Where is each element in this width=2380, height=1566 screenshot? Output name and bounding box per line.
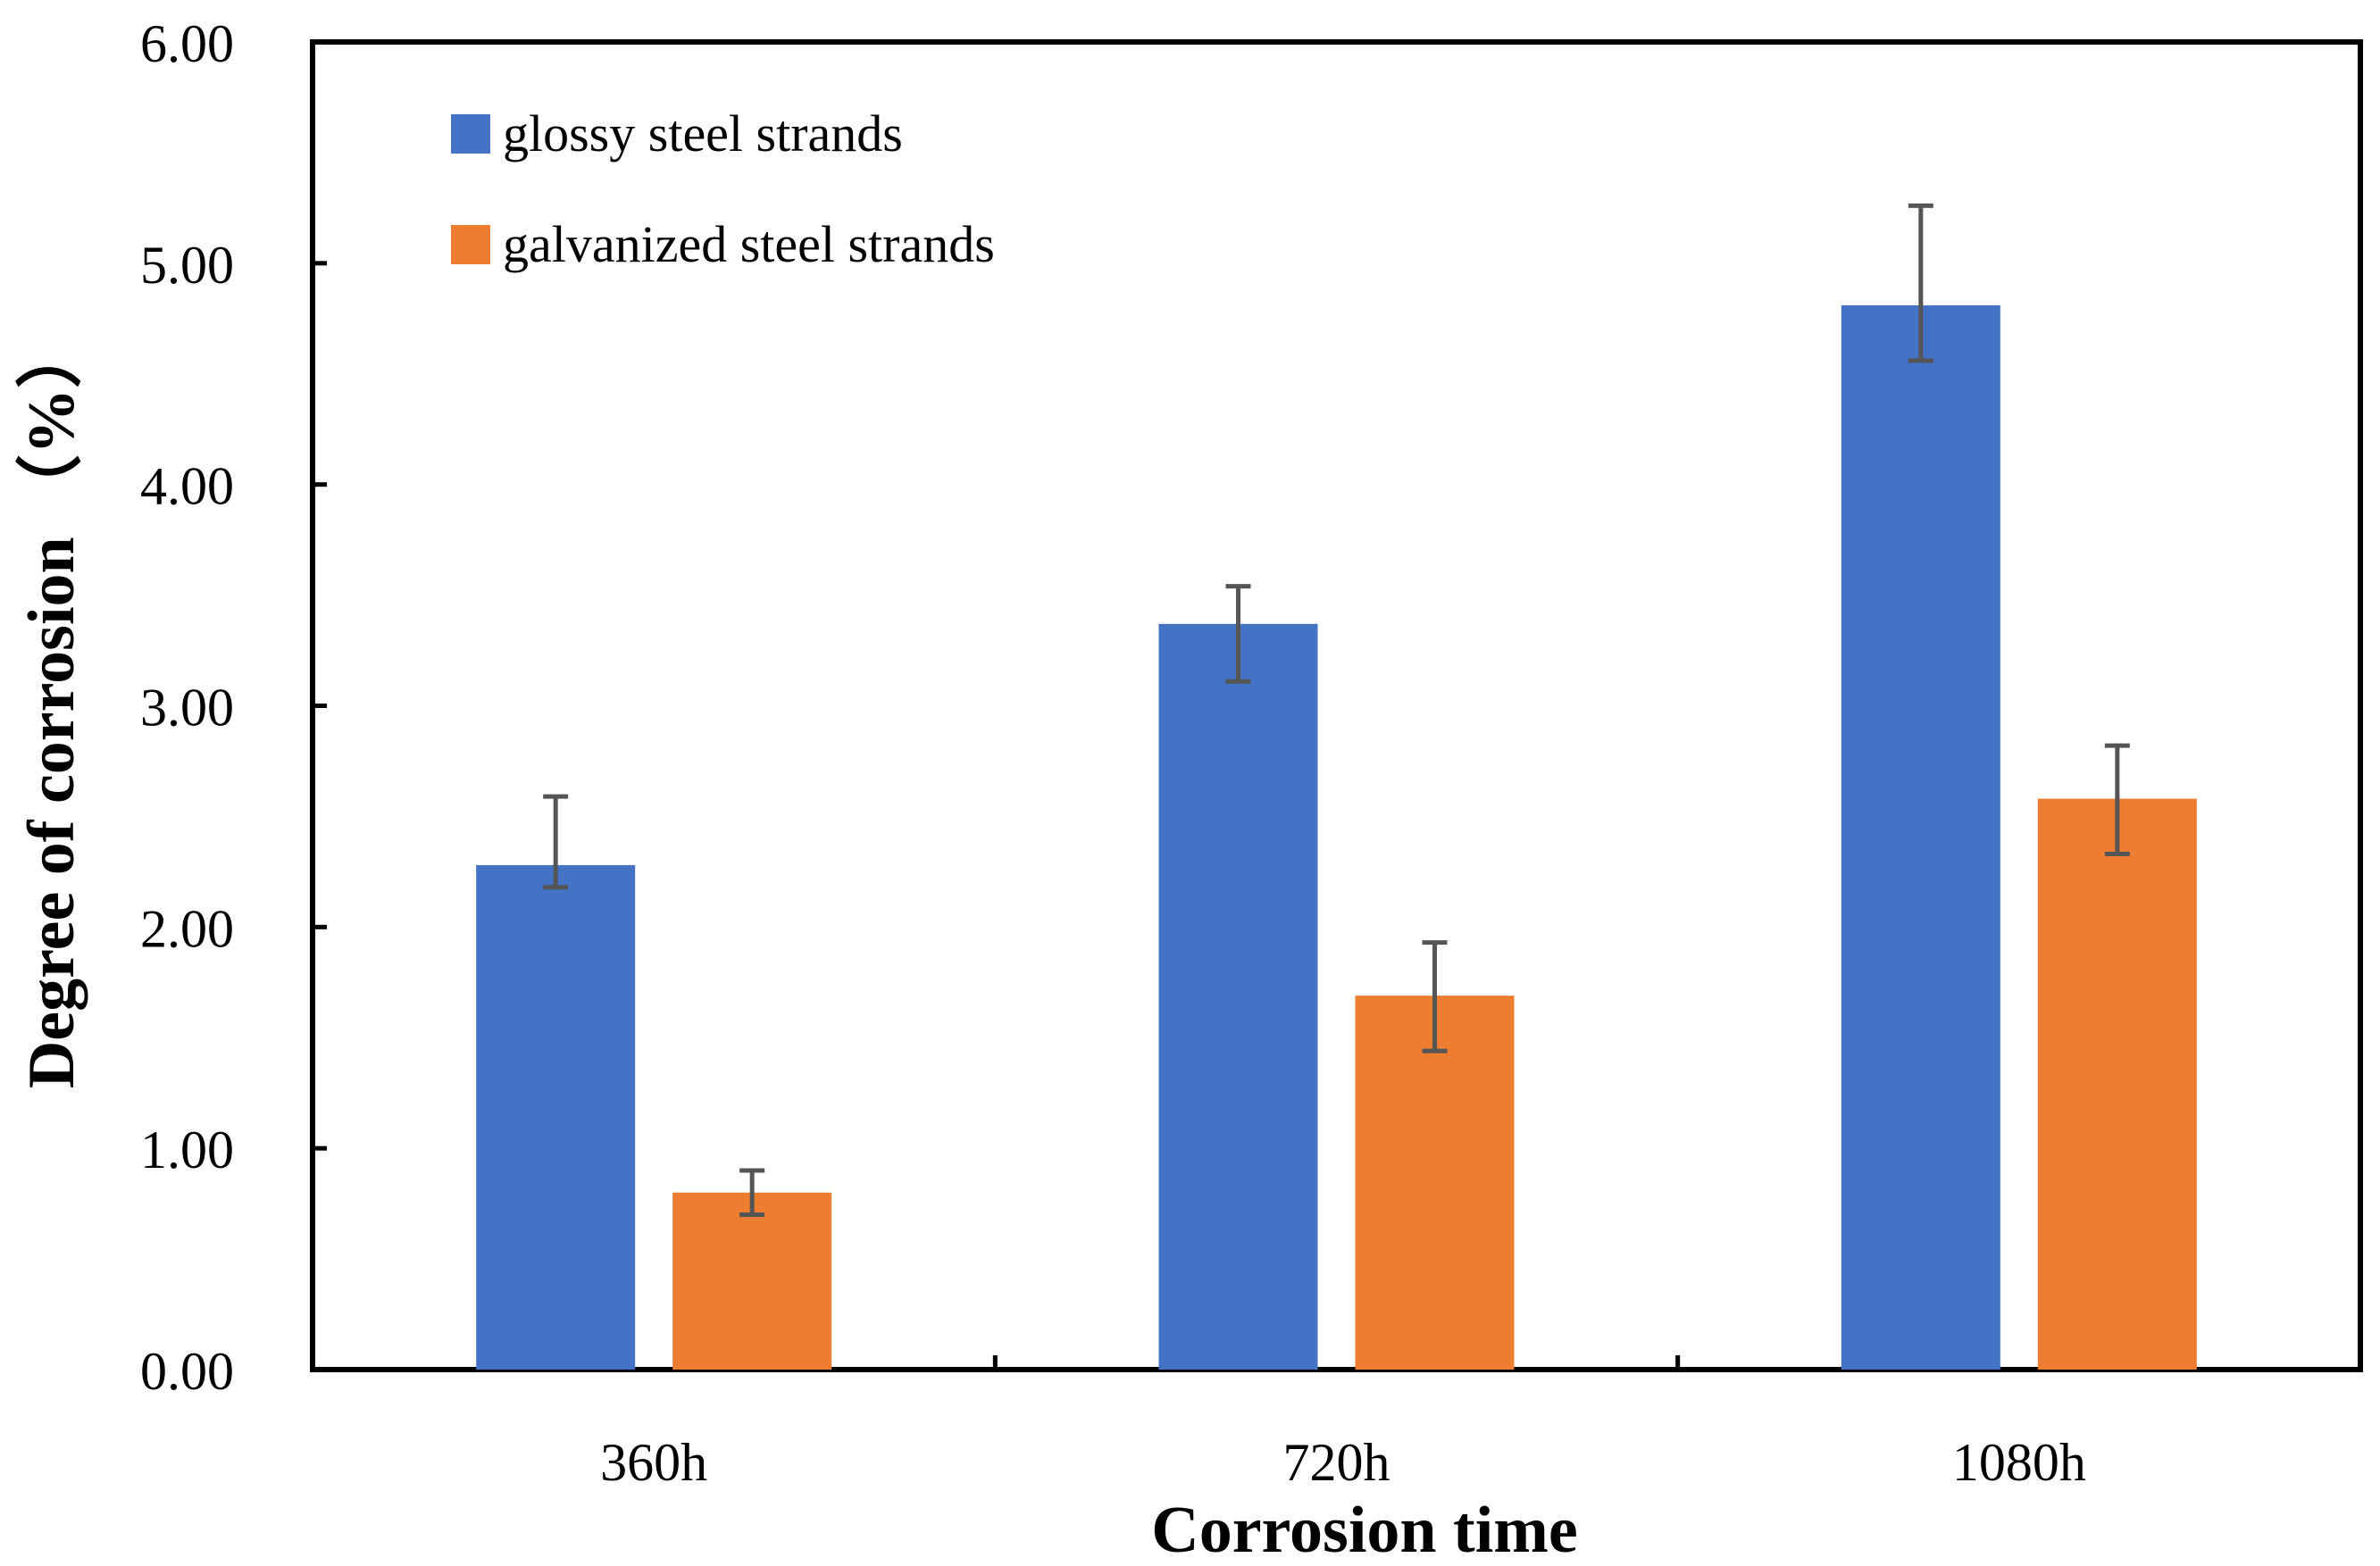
bar-glossy-360h	[476, 864, 636, 1370]
error-bar-galvanized-1080h	[2104, 743, 2130, 857]
bar-glossy-1080h	[1841, 304, 2000, 1370]
bar-galvanized-360h	[672, 1192, 832, 1370]
error-bar-galvanized-360h	[739, 1168, 765, 1218]
error-bar-glossy-360h	[543, 794, 569, 890]
bar-glossy-720h	[1158, 623, 1318, 1370]
legend-swatch-galvanized	[451, 225, 490, 264]
x-ticks-layer: 360h 720h 1080h	[600, 1355, 2086, 1492]
y-tick-label: 5.00	[140, 236, 234, 295]
x-axis-title: Corrosion time	[1151, 1494, 1578, 1566]
y-ticks-layer: 0.00 1.00 2.00 3.00 4.00 5.00 6.00	[140, 14, 327, 1401]
error-bar-glossy-720h	[1225, 584, 1251, 684]
y-tick-label: 1.00	[140, 1120, 234, 1179]
y-tick-label: 0.00	[140, 1342, 234, 1401]
bars-layer	[476, 304, 2197, 1370]
x-tick-label: 360h	[600, 1433, 707, 1492]
y-tick-label: 3.00	[140, 679, 234, 737]
bar-galvanized-1080h	[2037, 798, 2197, 1370]
legend-swatch-glossy	[451, 114, 490, 154]
bar-galvanized-720h	[1355, 995, 1515, 1370]
y-tick-label: 4.00	[140, 457, 234, 516]
x-tick-label: 1080h	[1952, 1433, 2086, 1492]
error-bar-glossy-1080h	[1908, 203, 1933, 363]
y-axis-title: Degree of corrosion （%）	[15, 322, 88, 1088]
x-tick-label: 720h	[1283, 1433, 1390, 1492]
y-tick-label: 6.00	[140, 14, 234, 73]
error-bars-layer	[543, 203, 2130, 1218]
y-tick-label: 2.00	[140, 899, 234, 958]
legend-label-glossy: glossy steel strands	[503, 104, 903, 162]
legend-label-galvanized: galvanized steel strands	[503, 215, 995, 273]
legend: glossy steel strands galvanized steel str…	[451, 104, 995, 273]
error-bar-galvanized-720h	[1422, 940, 1448, 1054]
